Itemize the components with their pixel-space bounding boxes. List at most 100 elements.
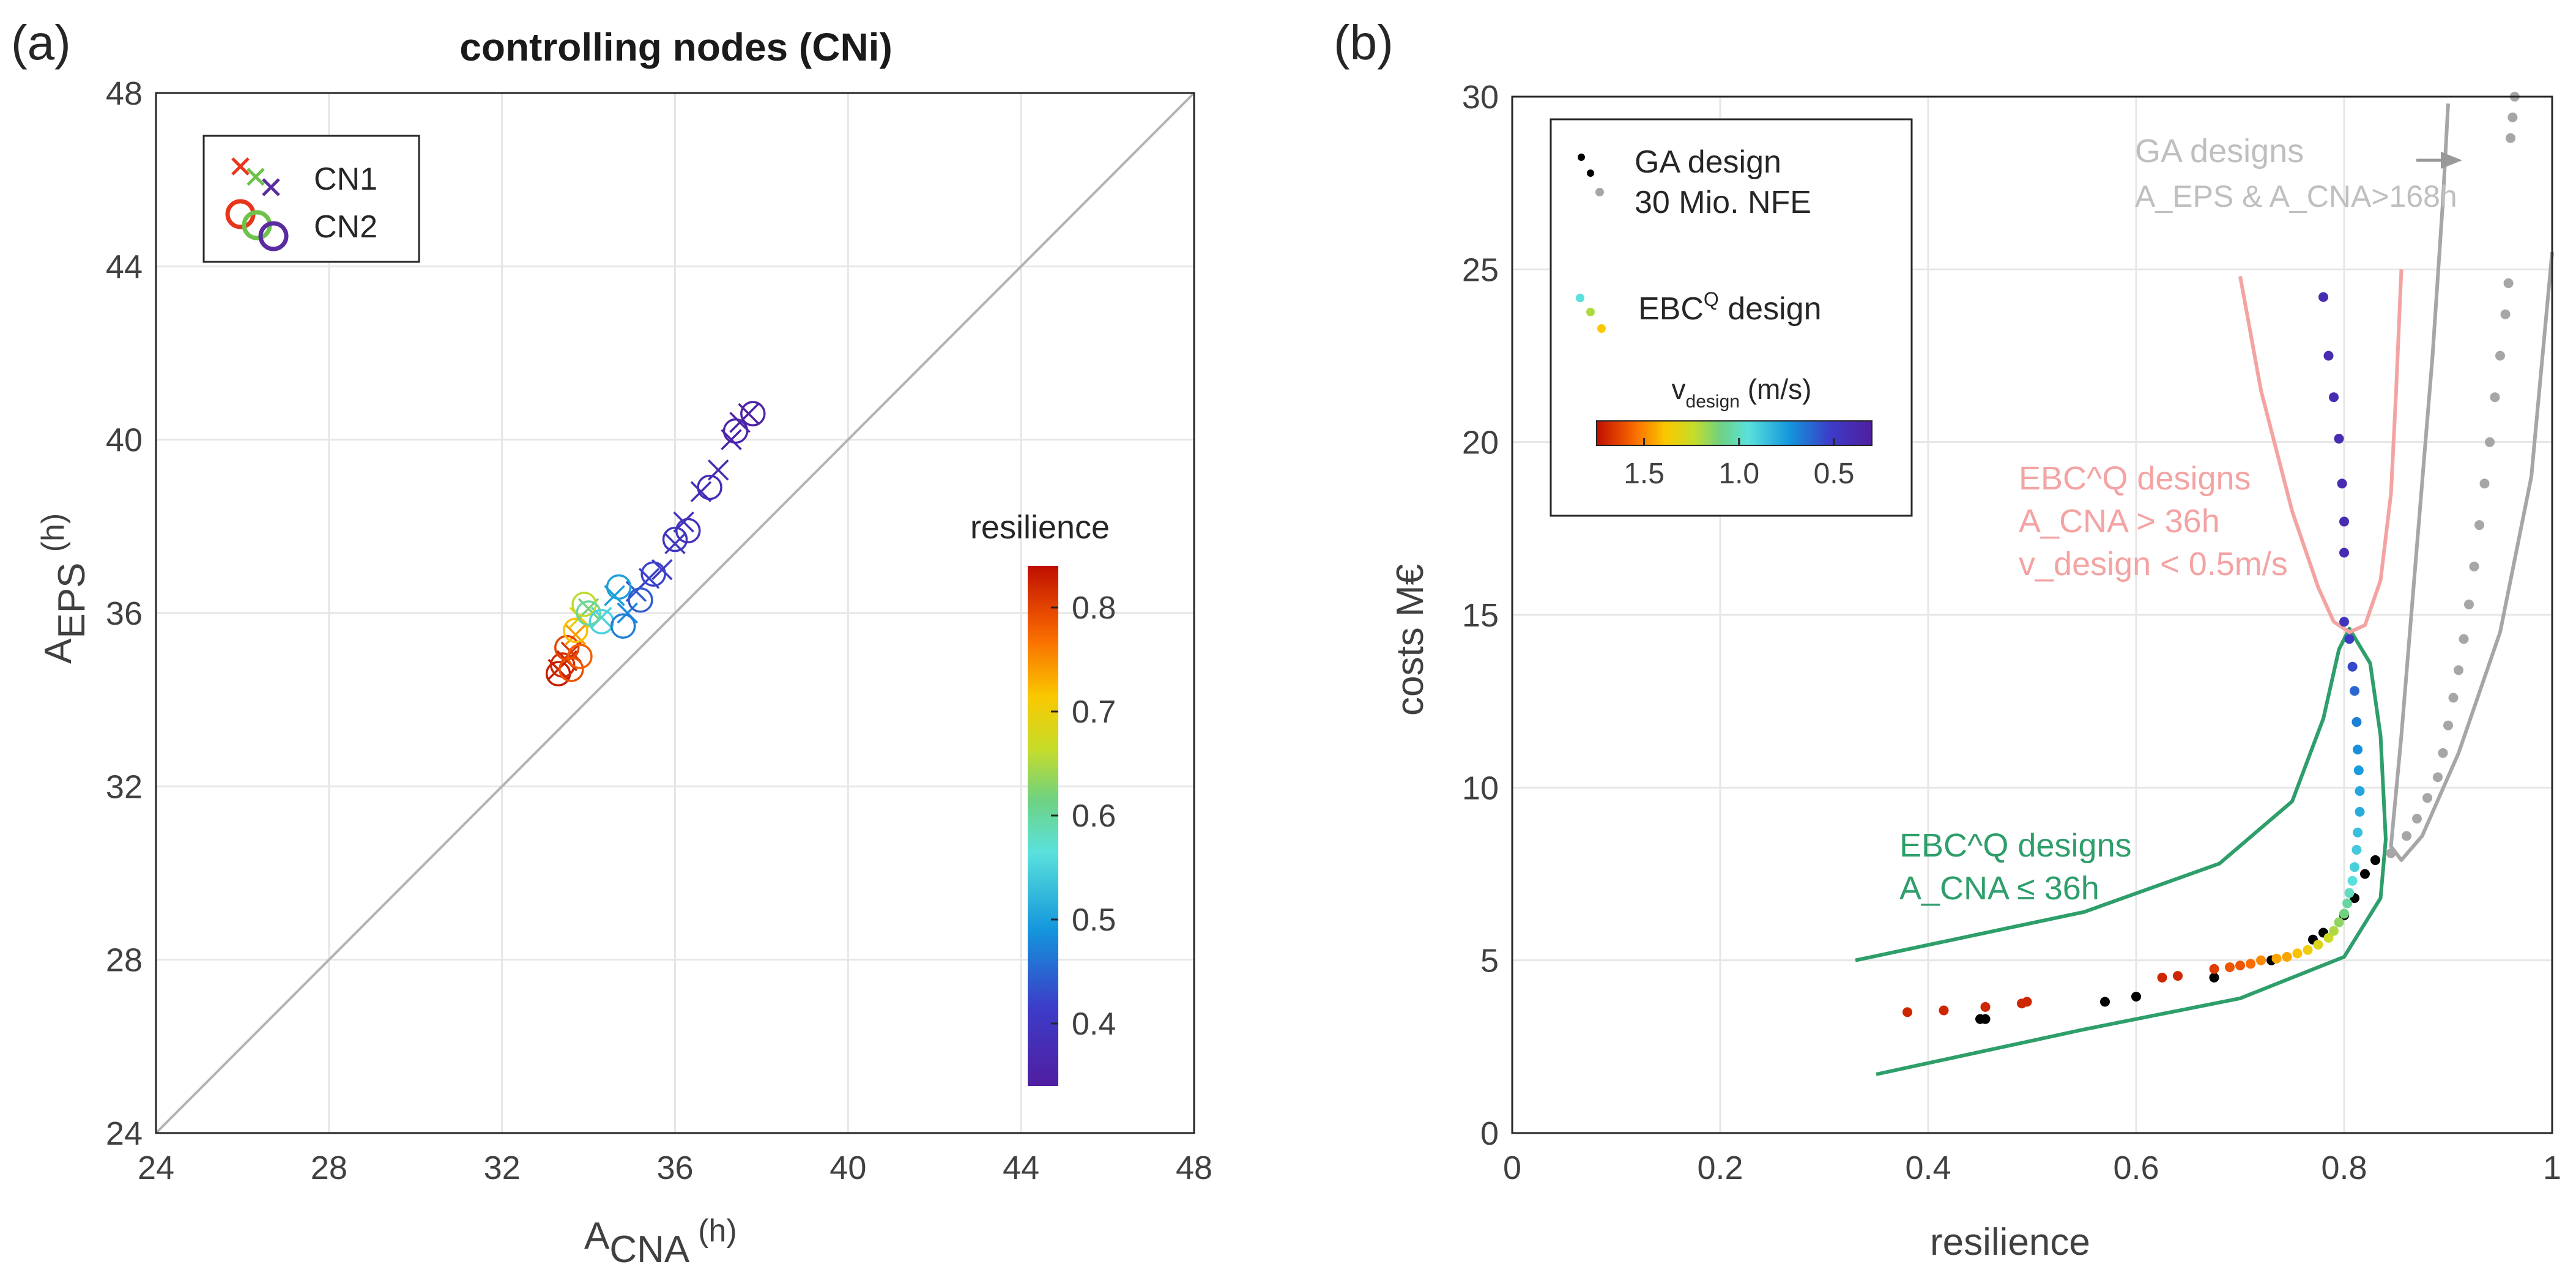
chart-b-xtick-label: 0.4: [1905, 1150, 1951, 1186]
ebc-design-point: [2329, 392, 2339, 403]
legend-colorbar-tick-label: 0.5: [1814, 458, 1855, 490]
legend-ebc-label-rest: design: [1719, 291, 1822, 327]
chart-b-xtick-label: 1: [2543, 1150, 2561, 1186]
chart-a-ytick-label: 44: [106, 248, 143, 285]
ebc-design-point: [2344, 888, 2355, 898]
legend-ebc-label-sup: Q: [1704, 288, 1719, 310]
ebc-design-point: [2355, 806, 2365, 817]
ebc-design-point: [2347, 661, 2358, 672]
ebc-design-point: [2173, 971, 2183, 981]
chart-a-colorbar-tick-label: 0.8: [1072, 590, 1116, 626]
chart-a-title: controlling nodes (CNi): [459, 25, 893, 69]
ebc-design-point: [2282, 952, 2292, 962]
cn1-point-stroke: [638, 568, 660, 589]
chart-b-axes-box: [1511, 95, 2553, 1134]
ga-design-point: [1975, 1014, 1985, 1024]
chart-b-ytick-label: 0: [1480, 1115, 1499, 1152]
ga-design-high-point: [2402, 831, 2411, 841]
annotation-ebc-high-line3: v_design < 0.5m/s: [2019, 546, 2288, 582]
chart-a-xtick-label: 24: [138, 1150, 174, 1186]
legend-colorbar: [1596, 420, 1873, 446]
cn1-point-stroke: [721, 429, 742, 450]
ga-design-point: [2370, 855, 2380, 865]
cn2-point: [563, 617, 588, 644]
legend-colorbar-tick-label: 1.0: [1718, 458, 1759, 490]
cn2-point: [722, 418, 749, 444]
ebc-design-point: [2351, 844, 2362, 855]
legend-colorbar-title: vdesign (m/s): [1672, 373, 1812, 412]
annotation-ebc-high-line1: EBC^Q designs: [2019, 460, 2251, 497]
cn2-point: [662, 526, 688, 552]
annotation-ebc-high-line2: A_CNA > 36h: [2019, 503, 2220, 540]
ga-design-high-point: [2479, 478, 2490, 489]
ebc-design-point: [2329, 926, 2339, 936]
annotation-ebc-low-line2: A_CNA ≤ 36h: [1899, 870, 2099, 907]
ebc-design-point: [2235, 961, 2245, 971]
ebc-design-point: [2209, 964, 2219, 974]
chart-a-xlabel-sub: CNA: [609, 1228, 688, 1271]
ebc-design-point: [2022, 997, 2032, 1007]
ebc-design-point: [2337, 478, 2347, 489]
ga-design-point: [2360, 869, 2370, 879]
cn1-point-stroke: [617, 602, 638, 624]
chart-a-ytick-label: 28: [106, 942, 143, 979]
cn2-point: [697, 474, 722, 500]
chart-b-ytick-label: 15: [1462, 597, 1499, 634]
ebc-design-point: [2318, 292, 2328, 302]
cn2-point: [628, 587, 653, 613]
ebc-design-point: [2353, 765, 2364, 776]
legend-cn1-marker: [247, 168, 265, 186]
annotation-ebc-low: EBC^Q designs A_CNA ≤ 36h: [1899, 827, 2132, 907]
chart-a-ylabel-main: A: [37, 638, 80, 664]
chart-b-ytick-label: 25: [1462, 251, 1499, 288]
ebc-design-point: [2353, 827, 2363, 838]
legend-cn1-marker: [262, 178, 280, 196]
ebc-design-point: [2353, 745, 2363, 755]
ebc-design-point: [2323, 932, 2334, 943]
chart-b-ytick-label: 5: [1480, 943, 1499, 979]
ebc-design-point: [2271, 953, 2282, 964]
ebc-design-point: [2157, 972, 2167, 983]
chart-a-xtick-label: 48: [1176, 1150, 1212, 1186]
annotation-ga-high-text: A_EPS & A_CNA>168h: [2135, 179, 2457, 214]
annotation-ga-high-line1: GA designs: [2135, 133, 2304, 169]
ga-design-point: [2209, 972, 2219, 983]
annotation-ga-arrowhead: [2441, 152, 2462, 169]
ebc-high-envelope: [2238, 269, 2403, 634]
chart-a-xtick-label: 28: [311, 1150, 347, 1186]
legend-ebc-label-main: EBC: [1638, 291, 1704, 327]
chart-a-xtick-label: 36: [656, 1150, 693, 1186]
cn1-point-stroke: [651, 559, 673, 581]
cn2-point: [740, 401, 766, 426]
ebc-design-point: [2339, 516, 2349, 527]
chart-b-ytick-label: 20: [1462, 425, 1499, 461]
chart-a-reference-line: [155, 92, 1195, 1134]
ebc-design-point: [2344, 634, 2355, 644]
ebc-design-point: [2339, 548, 2349, 558]
ebc-design-point: [2256, 955, 2266, 965]
chart-a-ytick-label: 32: [106, 768, 143, 805]
cn2-point: [576, 600, 601, 626]
ga-design-high-point: [2443, 720, 2453, 730]
chart-a-colorbar-tick-label: 0.6: [1072, 798, 1116, 834]
ebc-design-point: [1980, 1002, 1991, 1012]
ebc-low-envelope: [1855, 626, 2388, 1076]
ga-design-high-point: [2490, 392, 2500, 403]
ga-design-point: [2100, 997, 2110, 1007]
chart-a-ylabel: AEPS (h): [35, 513, 93, 664]
chart-a-xtick-label: 44: [1003, 1150, 1039, 1186]
ga-design-high-point: [2503, 278, 2514, 288]
annotation-ebc-high: EBC^Q designs A_CNA > 36h v_design < 0.5m/…: [2019, 460, 2288, 582]
chart-b-xtick-label: 0.2: [1697, 1150, 1743, 1186]
chart-a-colorbar: [1028, 566, 1058, 1086]
chart-b-ytick-label: 10: [1462, 770, 1499, 806]
ga-design-high-point: [2422, 793, 2432, 803]
legend-cn1-label: CN1: [314, 162, 377, 197]
cn2-point: [559, 656, 584, 682]
legend-ebc-marker: [1576, 294, 1584, 302]
annotation-ga-high: GA designs A_EPS & A_CNA>168h: [2135, 133, 2457, 214]
chart-a-ytick-label: 40: [106, 422, 143, 459]
chart-b-legend-box: [1550, 118, 1913, 517]
